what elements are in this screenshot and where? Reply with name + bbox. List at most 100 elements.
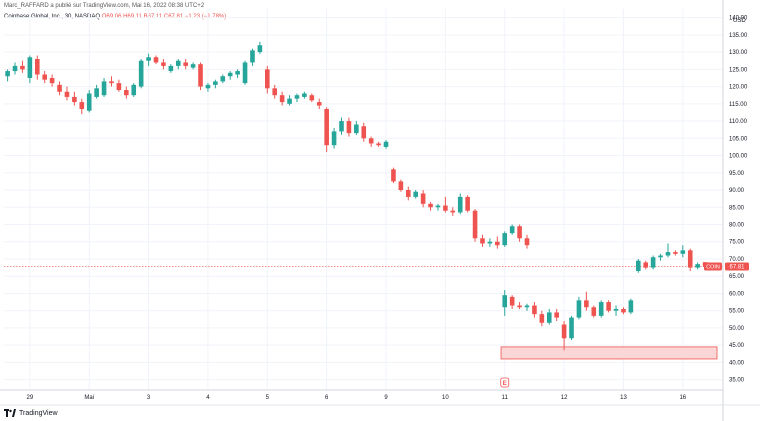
candle-body	[12, 65, 18, 72]
candle-body	[621, 308, 626, 313]
candle-body	[361, 126, 367, 139]
candle-body	[598, 302, 604, 316]
candle-body	[309, 95, 315, 101]
candle-body	[168, 65, 174, 72]
tradingview-footer[interactable]: TradingView	[4, 409, 58, 417]
candle-body	[287, 98, 292, 104]
candle-body	[532, 305, 537, 315]
candle-body	[86, 93, 92, 111]
support-zone	[500, 346, 718, 360]
candle-body	[205, 84, 211, 89]
candle-body	[443, 205, 448, 211]
symbol-legend: Coinbase Global, Inc., 30, NASDAQ O69.06…	[4, 14, 226, 20]
candle-body	[420, 193, 426, 204]
price-axis[interactable]: 35.00 40.00 45.00 50.00 55.00 60.00 65.00 70.00…	[729, 16, 748, 384]
candle-body	[79, 102, 85, 109]
candle-body	[509, 226, 515, 234]
candle-body	[57, 84, 62, 92]
candle-body	[658, 255, 663, 258]
candle-body	[213, 81, 218, 85]
candle-body	[242, 62, 248, 84]
last-price-badge: COIN 67.81	[704, 262, 749, 271]
candle-body	[502, 233, 508, 246]
candle-body	[331, 131, 337, 146]
candle-body	[302, 93, 307, 97]
candle-body	[472, 210, 478, 239]
tradingview-logo-icon	[4, 409, 16, 417]
candle-body	[383, 141, 389, 147]
candle-body	[457, 196, 463, 213]
candle-body	[272, 88, 278, 96]
candle-body	[673, 252, 678, 254]
candle-body	[235, 71, 240, 75]
candle-body	[153, 57, 159, 63]
candle-body	[354, 124, 359, 134]
x-tick-label: 3	[147, 395, 151, 401]
symbol-label: Coinbase Global, Inc., 30, NASDAQ	[4, 14, 101, 20]
ohlc-values: O69.06 H69.11 B67.11 C67.81 −1.23 (−1.78…	[101, 14, 227, 20]
candle-body	[101, 81, 107, 96]
x-tick-label: 13	[620, 395, 627, 401]
publisher-header: Marc_RAFFARD a publié sur TradingView.co…	[4, 3, 205, 9]
candle-body	[517, 305, 522, 308]
x-tick-label: 6	[325, 395, 329, 401]
x-tick-label: 5	[266, 395, 270, 401]
event-marker-box[interactable]	[500, 377, 510, 388]
candle-body	[161, 62, 166, 66]
x-tick-label: 10	[442, 395, 449, 401]
candle-body	[34, 58, 40, 75]
y-tick-label: 115.00	[729, 102, 748, 108]
zone-rect	[500, 346, 718, 360]
y-tick-label: 130.00	[729, 50, 748, 56]
y-tick-label: 80.00	[729, 222, 745, 228]
earnings-event-marker[interactable]: E	[500, 377, 510, 388]
y-tick-label: 90.00	[729, 188, 745, 194]
candle-body	[183, 62, 188, 66]
candle-body	[339, 121, 344, 132]
candle-body	[613, 308, 619, 311]
candle-body	[146, 57, 151, 61]
candle-body	[64, 91, 70, 97]
candle-body	[346, 121, 352, 134]
candle-body	[665, 252, 671, 256]
candle-body	[72, 96, 77, 103]
y-tick-label: 95.00	[729, 171, 745, 177]
y-tick-label: 125.00	[729, 67, 748, 73]
candle-body	[517, 226, 522, 239]
time-axis[interactable]: 29 Mai 3 4 5 6 9 10 11 12 13 16	[27, 395, 687, 401]
y-tick-label: 105.00	[729, 136, 748, 142]
candle-body	[20, 65, 25, 70]
x-tick-label: Mai	[84, 395, 94, 401]
y-tick-label: 65.00	[729, 274, 745, 280]
candle-body	[49, 77, 55, 84]
candle-body	[435, 205, 441, 208]
candle-body	[413, 191, 418, 197]
candle-body	[376, 143, 381, 146]
candle-body	[650, 257, 656, 268]
y-tick-label: 85.00	[729, 205, 745, 211]
currency-label: USD	[733, 18, 746, 24]
y-tick-label: 70.00	[729, 257, 745, 263]
candle-body	[27, 57, 33, 78]
candle-body	[175, 60, 181, 66]
y-tick-label: 60.00	[729, 291, 745, 297]
candles	[5, 41, 708, 351]
candle-body	[509, 296, 515, 306]
candle-body	[539, 314, 545, 323]
tradingview-brand: TradingView	[19, 409, 58, 417]
candle-body	[405, 190, 411, 197]
candle-body	[524, 305, 530, 308]
y-tick-label: 135.00	[729, 33, 748, 39]
candle-body	[480, 238, 485, 244]
candle-body	[628, 300, 634, 313]
x-tick-label: 9	[384, 395, 388, 401]
y-tick-label: 55.00	[729, 309, 745, 315]
price-badge	[725, 262, 749, 271]
ticker-badge	[704, 262, 722, 271]
y-tick-label: 35.00	[729, 378, 745, 384]
candle-body	[109, 81, 114, 84]
candle-body	[502, 295, 508, 308]
candle-body	[398, 181, 404, 191]
x-tick-label: 29	[27, 395, 34, 401]
